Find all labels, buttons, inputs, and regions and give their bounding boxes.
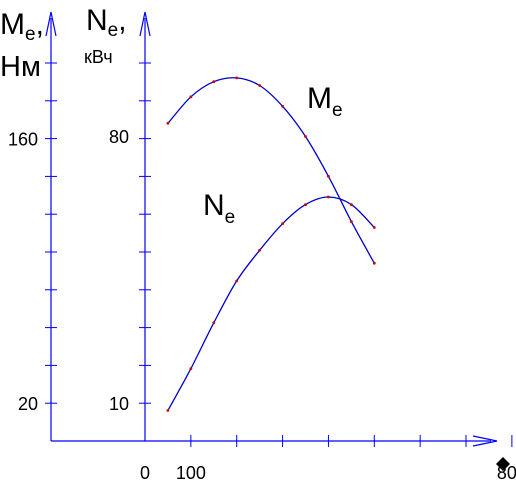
axes [45, 11, 498, 447]
x-tick-label: 100 [176, 463, 206, 483]
series-point-1 [166, 409, 170, 412]
series-point-0 [281, 104, 284, 108]
y-axis-right-title: Ne, [86, 4, 127, 41]
series-point-1 [304, 203, 307, 207]
series-point-1 [327, 195, 330, 199]
y-right-tick-label: 80 [109, 127, 129, 147]
ticks: 0100800160208010 [8, 62, 516, 483]
series-point-0 [327, 174, 330, 178]
series-point-0 [212, 80, 216, 84]
y-axis-right-arrow [139, 11, 151, 37]
y-left-tick-label: 160 [8, 129, 38, 149]
y-axis-left-arrow [45, 11, 57, 37]
y-left-tick-label: 20 [18, 394, 38, 414]
y-axis-left-title: Me, [0, 8, 44, 45]
diamond-icon [496, 457, 510, 471]
series-point-0 [372, 261, 376, 265]
series-point-0 [258, 84, 261, 87]
x-axis-marker [496, 457, 510, 471]
series-point-0 [189, 95, 193, 99]
y-axis-left-unit: Нм [0, 51, 41, 83]
y-axis-right-unit: кВч [84, 47, 113, 67]
x-tick-label: 0 [140, 463, 150, 483]
series-label-1: Ne [203, 189, 235, 228]
series-point-1 [235, 279, 239, 283]
series-point-1 [350, 203, 353, 207]
series-point-1 [212, 321, 216, 325]
curves: Me Ne [166, 76, 376, 412]
series-point-0 [350, 220, 353, 224]
series-label-0: Me [307, 82, 343, 121]
series-point-1 [258, 248, 261, 252]
y-right-tick-label: 10 [109, 394, 129, 414]
series-point-0 [235, 76, 239, 80]
axis-titles: Me, Нм Ne, кВч [0, 4, 127, 83]
x-axis-arrow [472, 435, 498, 447]
series-line-1 [167, 196, 375, 411]
series-point-1 [189, 367, 193, 370]
series-point-1 [372, 226, 376, 229]
series-point-0 [304, 135, 307, 138]
series-point-1 [281, 222, 284, 226]
series-point-0 [166, 121, 170, 125]
